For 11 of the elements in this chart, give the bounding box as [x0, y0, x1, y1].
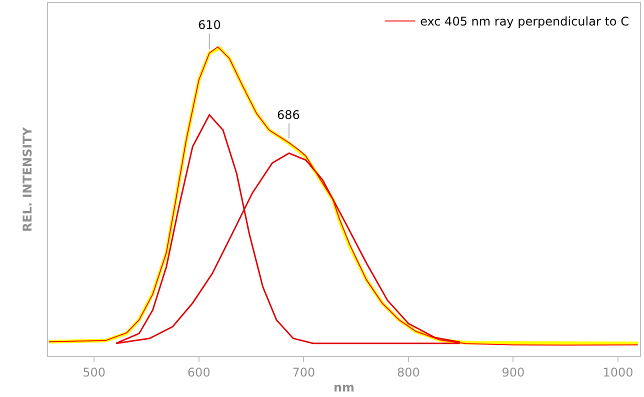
legend-label: exc 405 nm ray perpendicular to C — [420, 14, 629, 29]
x-tick-label: 900 — [502, 365, 525, 380]
x-axis-title: nm — [333, 380, 355, 394]
annotation: 610 — [198, 18, 221, 32]
x-tick-label: 500 — [82, 365, 106, 380]
annotation: 686 — [277, 108, 300, 122]
x-tick-label: 700 — [292, 365, 316, 380]
y-axis-title: REL. INTENSITY — [20, 126, 34, 232]
x-tick-label: 600 — [187, 365, 210, 380]
x-tick-label: 800 — [396, 365, 420, 380]
x-tick-label: 1000 — [602, 365, 634, 380]
